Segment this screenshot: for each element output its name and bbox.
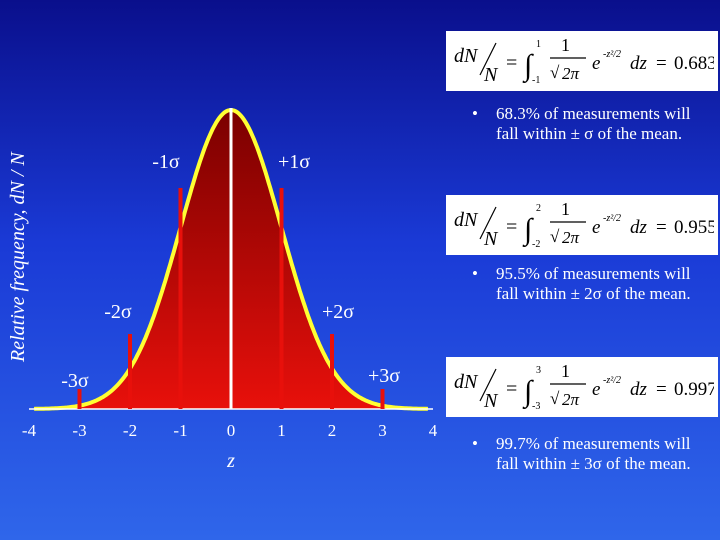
formula-equals: = [506, 52, 517, 74]
x-tick-label: -3 [72, 421, 86, 440]
formula-equals-2: = [656, 217, 667, 238]
formula-exponent: -z²/2 [603, 49, 621, 60]
formula-dz: dz [630, 379, 648, 400]
formula-box-3sigma: dN N = ∫ 3 -3 1 √ 2π e -z²/2 dz = 0.997 [446, 357, 718, 417]
integral-formula-2sigma: dN N = ∫ 2 -2 1 √ 2π e -z²/2 dz = 0.955 [454, 199, 714, 250]
formula-N: N [483, 64, 499, 86]
formula-equals-2: = [656, 379, 667, 400]
formula-e: e [592, 379, 600, 400]
formula-sqrt: √ [550, 227, 560, 246]
formula-dz: dz [630, 53, 648, 74]
formula-box-1sigma: dN N = ∫ 1 -1 1 √ 2π e -z²/2 dz = 0.683 [446, 31, 718, 91]
formula-e: e [592, 53, 600, 74]
bullet-2sigma: • 95.5% of measurements will fall within… [472, 264, 694, 304]
x-tick-label: 3 [378, 421, 387, 440]
bullet-dot: • [472, 104, 478, 123]
bullet-text: 68.3% of measurements will fall within ±… [496, 104, 691, 143]
x-tick-label: -1 [173, 421, 187, 440]
formula-result: 0.997 [674, 379, 714, 400]
formula-upper-limit: 1 [536, 39, 541, 50]
formula-two-pi: 2π [562, 64, 580, 83]
bullet-text: 99.7% of measurements will fall within ±… [496, 434, 691, 473]
formula-slash [479, 206, 497, 240]
bullet-3sigma: • 99.7% of measurements will fall within… [472, 434, 694, 474]
integral-formula-1sigma: dN N = ∫ 1 -1 1 √ 2π e -z²/2 dz = 0.683 [454, 35, 714, 86]
formula-exponent: -z²/2 [603, 375, 621, 386]
formula-N: N [483, 390, 499, 412]
bullet-1sigma: • 68.3% of measurements will fall within… [472, 104, 694, 144]
bullet-text: 95.5% of measurements will fall within ±… [496, 264, 691, 303]
formula-dN: dN [454, 371, 479, 393]
x-tick-label: 4 [429, 421, 438, 440]
bullet-dot: • [472, 264, 478, 283]
formula-exponent: -z²/2 [603, 213, 621, 224]
formula-result: 0.955 [674, 217, 714, 238]
formula-two-pi: 2π [562, 390, 580, 409]
formula-numerator: 1 [561, 199, 570, 219]
formula-integral-sign: ∫ [522, 49, 534, 84]
formula-sqrt: √ [550, 63, 560, 82]
formula-integral-sign: ∫ [522, 375, 534, 410]
formula-box-2sigma: dN N = ∫ 2 -2 1 √ 2π e -z²/2 dz = 0.955 [446, 195, 718, 255]
formula-two-pi: 2π [562, 228, 580, 247]
formula-sqrt: √ [550, 389, 560, 408]
formula-numerator: 1 [561, 361, 570, 381]
x-tick-label: 0 [227, 421, 236, 440]
formula-N: N [483, 228, 499, 250]
formula-numerator: 1 [561, 35, 570, 55]
formula-slash [479, 42, 497, 76]
formula-equals-2: = [656, 53, 667, 74]
x-tick-label: -2 [123, 421, 137, 440]
x-tick-label: 1 [277, 421, 286, 440]
formula-equals: = [506, 378, 517, 400]
sigma-label: -3σ [61, 370, 89, 392]
formula-dz: dz [630, 217, 648, 238]
formula-lower-limit: -1 [532, 75, 540, 86]
x-axis-label: z [226, 450, 235, 472]
formula-slash [479, 368, 497, 402]
bullet-dot: • [472, 434, 478, 453]
formula-integral-sign: ∫ [522, 213, 534, 248]
formula-result: 0.683 [674, 53, 714, 74]
sigma-label: +3σ [368, 365, 400, 387]
sigma-label: +2σ [322, 301, 354, 323]
formula-lower-limit: -2 [532, 239, 540, 250]
sigma-label: +1σ [278, 151, 310, 173]
formula-upper-limit: 2 [536, 203, 541, 214]
x-tick-label: 2 [328, 421, 337, 440]
sigma-label: -2σ [104, 301, 132, 323]
formula-e: e [592, 217, 600, 238]
sigma-label: -1σ [152, 151, 180, 173]
x-tick-label: -4 [22, 421, 37, 440]
formula-equals: = [506, 216, 517, 238]
formula-dN: dN [454, 45, 479, 67]
formula-upper-limit: 3 [536, 365, 541, 376]
integral-formula-3sigma: dN N = ∫ 3 -3 1 √ 2π e -z²/2 dz = 0.997 [454, 361, 714, 412]
formula-lower-limit: -3 [532, 401, 540, 412]
formula-dN: dN [454, 209, 479, 231]
